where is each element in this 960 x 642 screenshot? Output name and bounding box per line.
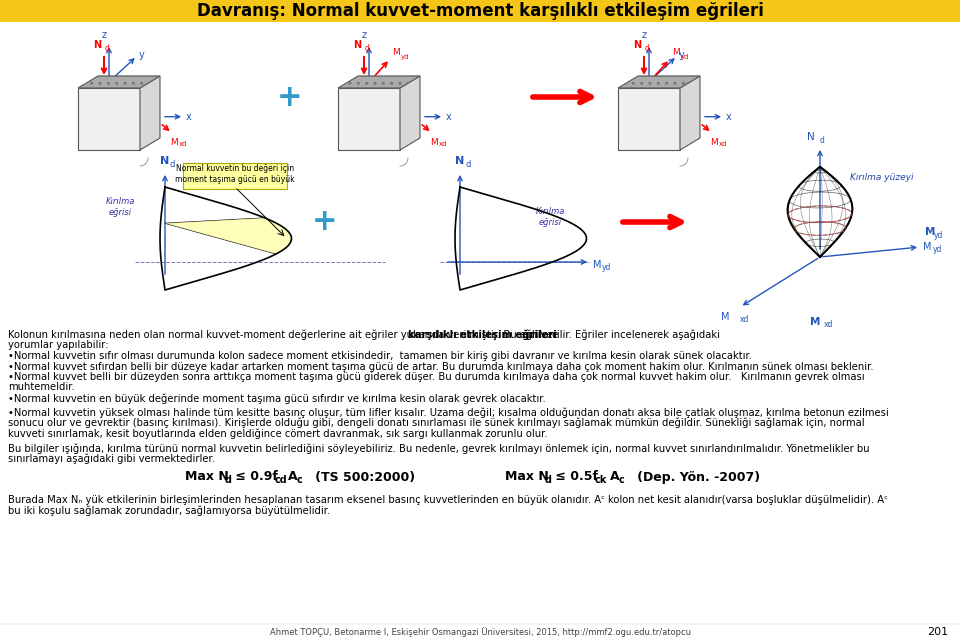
Text: (Dep. Yön. -2007): (Dep. Yön. -2007) [624, 471, 760, 483]
Text: xd: xd [740, 315, 750, 324]
Polygon shape [680, 76, 700, 150]
Text: A: A [288, 471, 298, 483]
Text: N: N [807, 132, 815, 142]
Polygon shape [338, 76, 420, 88]
Text: kuvveti sınırlamak, kesit boyutlarında elden geldiğince cömert davranmak, sık sa: kuvveti sınırlamak, kesit boyutlarında e… [8, 428, 547, 439]
Text: yd: yd [681, 54, 689, 60]
Text: N: N [93, 40, 101, 50]
Polygon shape [338, 88, 400, 150]
Text: bu iki koşulu sağlamak zorundadır, sağlamıyorsa büyütülmelidir.: bu iki koşulu sağlamak zorundadır, sağla… [8, 505, 330, 516]
FancyBboxPatch shape [0, 0, 960, 22]
Text: ≤ 0.9f: ≤ 0.9f [231, 471, 277, 483]
Text: x: x [446, 112, 452, 122]
Text: sonucu olur ve gevrektir (basınç kırılması). Kirişlerde olduğu gibi, dengeli don: sonucu olur ve gevrektir (basınç kırılma… [8, 418, 865, 428]
Text: y: y [679, 50, 684, 60]
Polygon shape [165, 218, 292, 254]
Polygon shape [78, 88, 140, 150]
Text: •Normal kuvvetin en büyük değerinde moment taşıma gücü sıfırdır ve kırılma kesin: •Normal kuvvetin en büyük değerinde mome… [8, 393, 545, 404]
Text: sınırlamayı aşağıdaki gibi vermektedirler.: sınırlamayı aşağıdaki gibi vermektedirle… [8, 453, 215, 464]
Text: karşılıklı etkileşim eğrileri: karşılıklı etkileşim eğrileri [408, 330, 557, 340]
Text: xd: xd [179, 141, 187, 147]
Text: z: z [642, 30, 647, 40]
Text: N: N [160, 156, 170, 166]
Text: M: M [710, 138, 718, 147]
Text: Burada Max Nₙ yük etkilerinin birleşimlerinden hesaplanan tasarım eksenel basınç: Burada Max Nₙ yük etkilerinin birleşimle… [8, 495, 888, 505]
Polygon shape [618, 88, 680, 150]
Text: xd: xd [824, 320, 833, 329]
FancyBboxPatch shape [183, 163, 287, 189]
Text: •Normal kuvvet sıfırdan belli bir düzeye kadar artarken moment taşıma gücü de ar: •Normal kuvvet sıfırdan belli bir düzeye… [8, 361, 874, 372]
Text: N: N [633, 40, 641, 50]
Text: d: d [465, 160, 470, 169]
Text: Davranış: Normal kuvvet-moment karşılıklı etkileşim eğrileri: Davranış: Normal kuvvet-moment karşılıkl… [197, 2, 763, 20]
Text: Max N: Max N [505, 471, 549, 483]
Text: c: c [297, 475, 302, 485]
Polygon shape [400, 76, 420, 150]
Text: Kolonun kırılmasına neden olan normal kuvvet-moment değerlerine ait eğriler yuka: Kolonun kırılmasına neden olan normal ku… [8, 330, 562, 340]
Text: yd: yd [934, 230, 944, 239]
Text: •Normal kuvvetin sıfır olması durumunda kolon sadece moment etkisindedir,  tamam: •Normal kuvvetin sıfır olması durumunda … [8, 351, 752, 361]
Text: x: x [726, 112, 732, 122]
Text: M: M [672, 48, 680, 57]
Text: Kırılma
eğrisi: Kırılma eğrisi [536, 207, 564, 227]
Text: d: d [105, 44, 109, 53]
Text: cd: cd [275, 475, 288, 485]
Text: d: d [820, 136, 825, 145]
Text: yd: yd [602, 263, 612, 272]
Text: d: d [645, 44, 650, 53]
Text: M: M [593, 260, 602, 270]
Polygon shape [618, 76, 700, 88]
Text: y: y [139, 50, 145, 60]
Text: adı verilir. Eğriler incelenerek aşağıdaki: adı verilir. Eğriler incelenerek aşağıda… [518, 330, 720, 340]
Text: d: d [365, 44, 370, 53]
Text: +: + [277, 83, 302, 112]
Text: ck: ck [595, 475, 608, 485]
Text: z: z [362, 30, 367, 40]
Text: M: M [722, 312, 730, 322]
Text: •Normal kuvvet belli bir düzeyden sonra arttıkça moment taşıma gücü giderek düşe: •Normal kuvvet belli bir düzeyden sonra … [8, 372, 865, 382]
Text: Bu bilgiler ışığında, kırılma türünü normal kuvvetin belirlediğini söyleyebiliri: Bu bilgiler ışığında, kırılma türünü nor… [8, 443, 870, 453]
Text: +: + [312, 207, 338, 236]
Text: M: M [392, 48, 399, 57]
Text: x: x [186, 112, 192, 122]
Text: 201: 201 [926, 627, 948, 637]
Text: ≤ 0.5f: ≤ 0.5f [551, 471, 598, 483]
Text: z: z [102, 30, 107, 40]
Polygon shape [78, 76, 160, 88]
Text: yorumlar yapılabilir:: yorumlar yapılabilir: [8, 340, 108, 351]
Text: xd: xd [439, 141, 447, 147]
Text: Normal kuvvetin bu değeri için
moment taşıma gücü en büyük: Normal kuvvetin bu değeri için moment ta… [175, 164, 295, 184]
Text: M: M [923, 242, 931, 252]
Text: yd: yd [933, 245, 943, 254]
Text: (TS 500:2000): (TS 500:2000) [302, 471, 415, 483]
Polygon shape [140, 76, 160, 150]
Text: M: M [430, 138, 438, 147]
Text: N: N [353, 40, 361, 50]
Text: A: A [610, 471, 619, 483]
Text: d: d [545, 475, 552, 485]
Text: N: N [455, 156, 465, 166]
Text: yd: yd [401, 54, 410, 60]
Text: muhtemeldir.: muhtemeldir. [8, 383, 75, 392]
Text: Kırılma
eğrisi: Kırılma eğrisi [106, 197, 134, 217]
Text: Max N: Max N [185, 471, 228, 483]
Text: M: M [925, 227, 935, 237]
Text: Kırılma yüzeyi: Kırılma yüzeyi [850, 173, 914, 182]
Text: d: d [225, 475, 232, 485]
Text: Ahmet TOPÇU, Betonarme I, Eskişehir Osmangazi Üniversitesi, 2015, http://mmf2.og: Ahmet TOPÇU, Betonarme I, Eskişehir Osma… [270, 627, 690, 637]
Text: xd: xd [719, 141, 728, 147]
Text: M: M [810, 317, 820, 327]
Text: c: c [619, 475, 625, 485]
Text: M: M [170, 138, 178, 147]
Text: d: d [170, 160, 176, 169]
Text: •Normal kuvvetin yüksek olması halinde tüm kesitte basınç oluşur, tüm lifler kıs: •Normal kuvvetin yüksek olması halinde t… [8, 408, 889, 418]
